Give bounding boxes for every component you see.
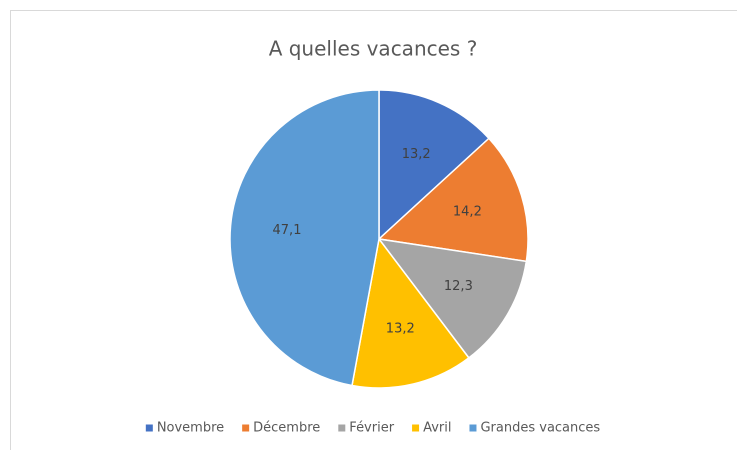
legend-label: Grandes vacances [480,421,600,436]
chart-title: A quelles vacances ? [269,37,478,61]
pie-slice [351,237,470,389]
legend-swatch [242,424,250,432]
legend-label: Février [349,421,394,436]
legend-label: Décembre [253,421,320,436]
data-label: 13,2 [402,147,431,162]
legend-swatch [338,424,346,432]
legend-swatch [469,424,477,432]
legend-label: Avril [423,421,451,436]
legend-label: Novembre [157,421,224,436]
legend-swatch [145,424,153,432]
data-label: 13,2 [386,321,415,336]
data-label: 12,3 [444,279,473,294]
pie-slice [229,89,380,387]
pie-slice [378,89,490,241]
legend-swatch [412,424,420,432]
pie-slice [377,137,529,263]
data-label: 47,1 [273,223,302,238]
data-label: 14,2 [453,205,482,220]
pie-slice [377,237,528,359]
